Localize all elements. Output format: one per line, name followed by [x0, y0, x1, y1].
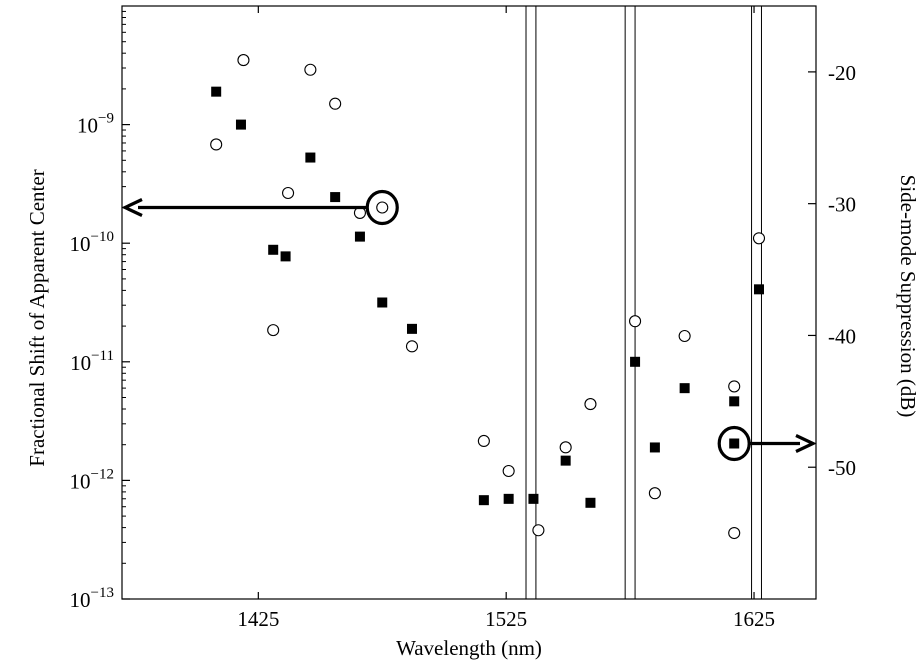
open-circle-point — [584, 398, 597, 411]
open-circle-point — [477, 434, 490, 448]
open-circle-point — [559, 441, 572, 454]
open-circle-point — [629, 315, 642, 328]
left-y-axis-label: Fractional Shift of Apparent Center — [25, 169, 49, 466]
open-circle-point — [267, 324, 280, 337]
annotation-arrow-head — [121, 198, 143, 217]
filled-square-point — [503, 493, 514, 504]
left-y-tick-label: 10−9 — [77, 111, 114, 138]
x-axis-ticks: 1425 1525 1625 — [237, 6, 775, 631]
right-y-axis-label: Side-mode Suppression (dB) — [896, 175, 920, 418]
open-circle-point — [237, 54, 250, 67]
plot-area-border — [121, 5, 817, 600]
annotation-circle — [365, 189, 399, 226]
annotation-arrow-head — [795, 434, 817, 453]
open-circle-point — [405, 340, 419, 353]
filled-square-point — [729, 438, 740, 449]
filled-square-point — [729, 396, 740, 407]
filled-square-point — [478, 495, 489, 506]
filled-square-point — [585, 497, 596, 508]
right-y-axis-ticks: -20 -30 -40 -50 — [808, 61, 856, 480]
left-y-tick-label: 10−12 — [70, 466, 114, 493]
filled-square-point — [305, 152, 316, 163]
right-y-tick-label: -30 — [828, 193, 856, 217]
x-axis-label: Wavelength (nm) — [396, 636, 542, 660]
open-circle-point — [282, 186, 295, 200]
filled-square-point — [560, 455, 571, 466]
open-circle-point — [210, 138, 223, 151]
open-circle-point — [329, 97, 342, 110]
filled-square-point — [280, 251, 291, 262]
vertical-lines — [525, 6, 762, 599]
open-circle-point — [752, 232, 766, 245]
open-circle-point — [304, 63, 317, 76]
open-circle-point — [532, 524, 545, 537]
x-tick-label: 1625 — [733, 607, 775, 631]
filled-square-point — [235, 119, 246, 130]
open-circle-point — [728, 526, 741, 540]
left-y-tick-label: 10−11 — [70, 348, 114, 375]
open-circle-point — [502, 464, 515, 478]
open-circle-point — [728, 380, 741, 393]
filled-square-point — [330, 192, 341, 203]
open-circle-point — [678, 329, 691, 343]
right-y-tick-label: -50 — [828, 456, 856, 480]
filled-square-point — [211, 86, 222, 97]
left-y-axis-ticks: 10−9 10−10 10−11 10−12 10−13 — [70, 10, 130, 612]
plot-frame — [121, 5, 817, 600]
data-points — [210, 54, 766, 540]
x-tick-label: 1425 — [237, 607, 279, 631]
right-y-tick-label: -40 — [828, 324, 856, 348]
filled-square-point — [354, 231, 365, 242]
filled-square-point — [406, 323, 417, 334]
left-y-tick-label: 10−13 — [70, 585, 114, 612]
open-circle-point — [376, 201, 389, 214]
left-y-tick-label: 10−10 — [70, 229, 114, 256]
filled-square-point — [679, 383, 690, 394]
x-tick-label: 1525 — [485, 607, 527, 631]
right-y-tick-label: -20 — [828, 61, 856, 85]
open-circle-point — [648, 487, 661, 500]
annotations — [121, 189, 817, 462]
filled-square-point — [649, 442, 660, 453]
filled-square-point — [528, 493, 539, 504]
filled-square-point — [377, 297, 388, 308]
filled-square-point — [268, 244, 279, 255]
annotation-circle — [717, 425, 751, 462]
filled-square-point — [630, 356, 641, 367]
filled-square-point — [753, 284, 764, 295]
